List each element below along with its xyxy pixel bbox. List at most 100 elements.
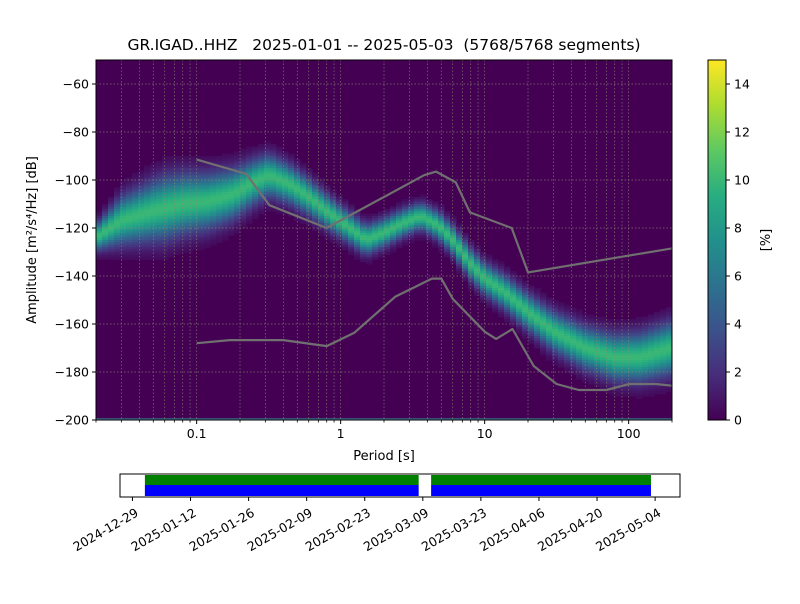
heatmap-cell [186, 213, 193, 217]
heatmap-cell [306, 201, 313, 205]
heatmap-cell [114, 208, 121, 212]
heatmap-cell [414, 237, 421, 241]
heatmap-cell [576, 352, 583, 356]
heatmap-cell [198, 223, 205, 227]
heatmap-cell [666, 309, 672, 313]
heatmap-cell [438, 218, 445, 222]
heatmap-cell [324, 192, 331, 195]
noise-model-high [196, 158, 672, 274]
heatmap-cell [648, 393, 655, 397]
heatmap-cell [366, 237, 373, 241]
heatmap-cell [492, 283, 499, 287]
heatmap-cell [354, 247, 361, 251]
heatmap-cell [522, 312, 529, 315]
heatmap-cell [162, 194, 169, 198]
heatmap-cell [246, 192, 253, 195]
heatmap-cell [246, 182, 253, 186]
heatmap-cell [288, 153, 295, 157]
heatmap-cell [102, 252, 109, 255]
heatmap-cell [192, 247, 199, 251]
heatmap-cell [108, 211, 115, 215]
heatmap-cell [468, 244, 475, 248]
heatmap-cell [546, 340, 553, 344]
heatmap-cell [144, 240, 151, 243]
heatmap-cell [618, 338, 625, 342]
heatmap-cell [156, 235, 163, 239]
heatmap-cell [174, 220, 181, 224]
heatmap-cell [660, 331, 667, 335]
heatmap-cell [210, 156, 217, 159]
heatmap-cell [306, 168, 313, 171]
heatmap-cell [252, 206, 259, 210]
heatmap-cell [468, 283, 475, 287]
heatmap-cell [144, 192, 151, 195]
heatmap-cell [288, 196, 295, 200]
heatmap-cell [234, 201, 241, 205]
heatmap-cell [510, 288, 517, 291]
heatmap-cell [162, 158, 169, 162]
heatmap-cell [540, 324, 547, 327]
heatmap-cell [96, 235, 103, 239]
heatmap-cell [528, 333, 535, 337]
heatmap-cell [138, 228, 145, 231]
heatmap-cell [558, 352, 565, 356]
heatmap-cell [600, 372, 607, 375]
heatmap-cell [210, 220, 217, 224]
heatmap-cell [210, 208, 217, 212]
heatmap-cell [228, 230, 235, 234]
heatmap-cell [564, 343, 571, 347]
heatmap-cell [486, 276, 493, 279]
heatmap-cell [120, 225, 127, 229]
heatmap-cell [654, 336, 661, 339]
heatmap-cell [558, 362, 565, 366]
heatmap-cell [168, 158, 175, 162]
heatmap-cell [552, 340, 559, 344]
heatmap-cell [120, 249, 127, 253]
heatmap-cell [660, 391, 667, 395]
heatmap-cell [282, 192, 289, 195]
heatmap-cell [234, 163, 241, 167]
heatmap-cell [654, 367, 661, 371]
heatmap-cell [408, 213, 415, 217]
heatmap-cell [558, 357, 565, 361]
heatmap-cell [384, 208, 391, 212]
heatmap-cell [420, 199, 427, 203]
heatmap-cell [102, 237, 109, 241]
heatmap-cell [318, 204, 325, 207]
heatmap-cell [654, 316, 661, 320]
heatmap-cell [456, 244, 463, 248]
heatmap-cell [300, 184, 307, 188]
heatmap-cell [138, 192, 145, 195]
heatmap-cell [486, 295, 493, 299]
heatmap-cell [444, 254, 451, 258]
heatmap-cell [306, 192, 313, 195]
heatmap-cell [552, 355, 559, 359]
heatmap-cell [156, 225, 163, 229]
colorbar-tick-label: 2 [734, 365, 742, 380]
heatmap-cell [666, 350, 672, 354]
y-tick-label: −200 [55, 413, 89, 428]
heatmap-cell [180, 187, 187, 191]
heatmap-cell [324, 208, 331, 212]
heatmap-cell [456, 259, 463, 263]
heatmap-cell [360, 228, 367, 231]
heatmap-cell [612, 324, 619, 327]
heatmap-cell [624, 374, 631, 378]
heatmap-cell [504, 278, 511, 282]
heatmap-cell [648, 343, 655, 347]
heatmap-cell [612, 355, 619, 359]
heatmap-cell [204, 180, 211, 183]
heatmap-cell [378, 252, 385, 255]
heatmap-cell [606, 381, 613, 385]
heatmap-cell [486, 288, 493, 291]
heatmap-cell [630, 321, 637, 325]
heatmap-cell [456, 261, 463, 265]
heatmap-cell [570, 348, 577, 351]
heatmap-cell [324, 194, 331, 198]
heatmap-cell [540, 343, 547, 347]
heatmap-cell [528, 292, 535, 296]
heatmap-cell [270, 163, 277, 167]
heatmap-cell [174, 196, 181, 200]
heatmap-cell [162, 175, 169, 179]
heatmap-cell [660, 319, 667, 323]
